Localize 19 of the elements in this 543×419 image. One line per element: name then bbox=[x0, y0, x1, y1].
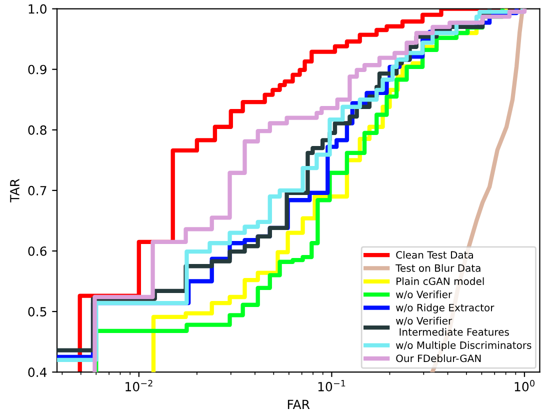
y-tick-label: 0.7 bbox=[28, 186, 46, 196]
y-tick-label: 0.6 bbox=[28, 246, 47, 256]
x-tick-label: 10$^{0}$ bbox=[514, 380, 534, 392]
y-tick-label: 1.0 bbox=[28, 4, 46, 14]
legend-label: w/o Multiple Discriminators bbox=[396, 341, 532, 351]
y-tick-label: 0.4 bbox=[28, 368, 47, 377]
legend-label: Clean Test Data bbox=[396, 250, 473, 259]
y-tick-label: 0.9 bbox=[28, 64, 46, 74]
x-tick-label: 10$^{−2}$ bbox=[126, 380, 152, 392]
legend-label: w/o Ridge Extractor bbox=[396, 304, 494, 314]
y-axis-title: TAR bbox=[10, 178, 20, 202]
legend-label: Test on Blur Data bbox=[396, 264, 480, 272]
x-axis-title: FAR bbox=[288, 400, 310, 409]
legend-label: Plain cGAN model bbox=[396, 277, 484, 286]
y-tick-label: 0.5 bbox=[28, 307, 46, 316]
legend-label: w/o Verifier bbox=[396, 290, 452, 300]
legend-label: Our FDeblur-GAN bbox=[396, 354, 481, 362]
x-tick-label: 10$^{−1}$ bbox=[318, 380, 346, 392]
y-tick-label: 0.8 bbox=[28, 125, 46, 135]
